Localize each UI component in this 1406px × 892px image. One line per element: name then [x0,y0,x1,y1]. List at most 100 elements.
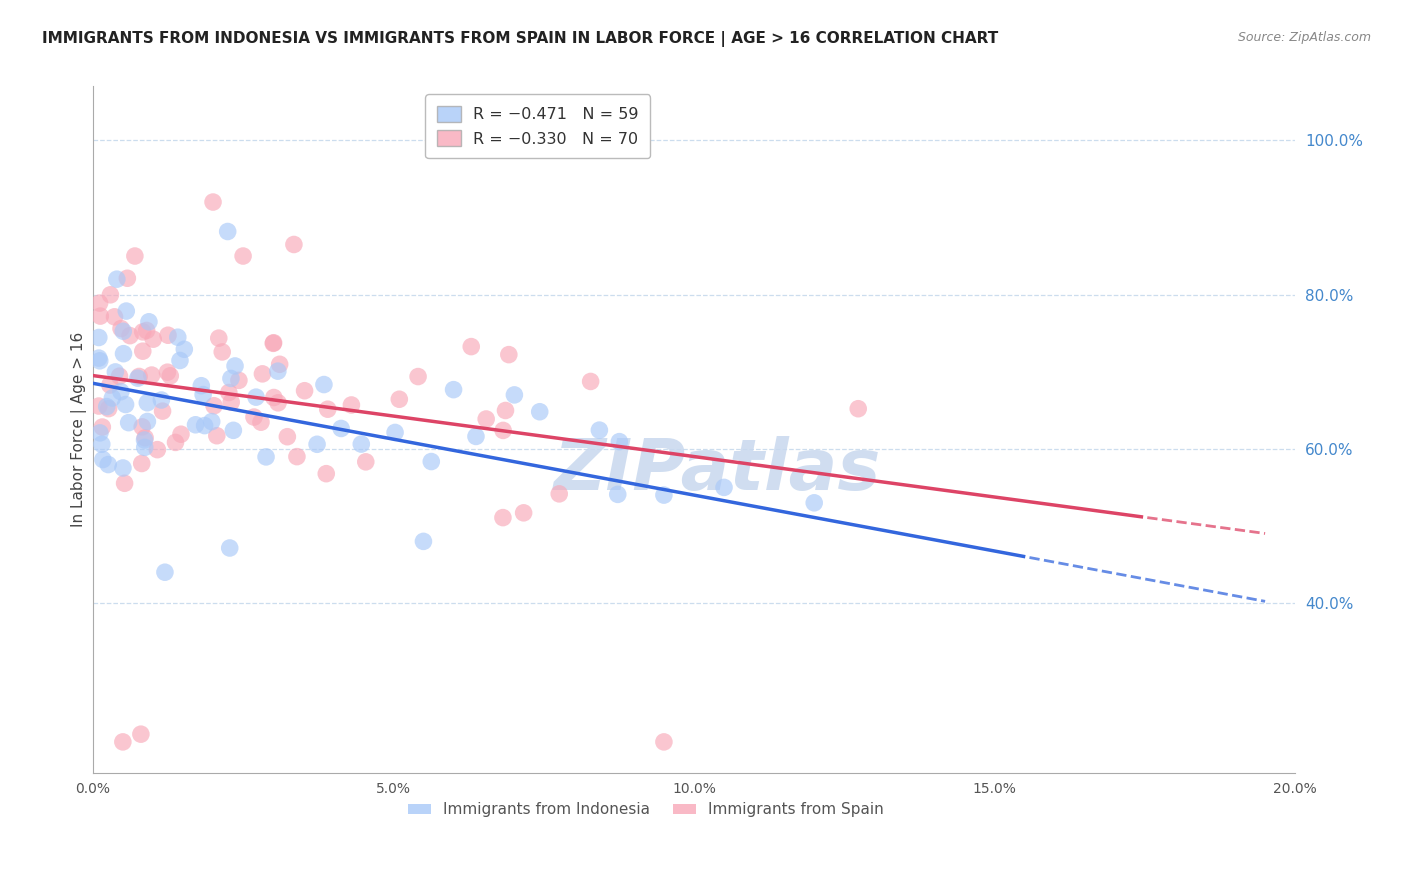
Point [548,487,571,501]
Point [803,496,825,510]
Point [219,395,242,409]
Point [146,442,169,457]
Point [217,225,239,239]
Point [460,340,482,354]
Point [152,404,174,418]
Point [232,249,254,263]
Point [222,423,245,437]
Point [87,330,110,344]
Point [330,421,353,435]
Point [142,332,165,346]
Point [606,487,628,501]
Point [512,506,534,520]
Point [100,287,122,301]
Point [104,365,127,379]
Point [118,328,141,343]
Point [136,414,159,428]
Point [312,377,335,392]
Point [103,310,125,324]
Point [127,371,149,385]
Point [134,441,156,455]
Point [262,336,284,351]
Point [166,330,188,344]
Point [202,195,225,210]
Text: Source: ZipAtlas.com: Source: ZipAtlas.com [1237,31,1371,45]
Point [713,480,735,494]
Point [316,402,339,417]
Point [384,425,406,440]
Point [529,405,551,419]
Point [254,450,277,464]
Point [228,373,250,387]
Point [98,378,121,392]
Point [609,434,631,449]
Point [91,420,114,434]
Point [115,304,138,318]
Point [170,427,193,442]
Point [89,309,111,323]
Point [652,488,675,502]
Point [406,369,429,384]
Point [141,368,163,382]
Point [136,396,159,410]
Point [208,331,231,345]
Point [89,425,111,440]
Point [169,353,191,368]
Point [89,296,111,310]
Point [350,437,373,451]
Point [111,735,134,749]
Point [184,417,207,432]
Point [89,354,111,368]
Point [354,455,377,469]
Point [492,510,515,524]
Point [124,249,146,263]
Point [503,388,526,402]
Point [245,390,267,404]
Point [475,412,498,426]
Point [108,369,131,384]
Point [131,420,153,434]
Point [219,371,242,385]
Point [218,385,240,400]
Point [269,357,291,371]
Point [150,392,173,407]
Point [165,435,187,450]
Point [87,399,110,413]
Point [252,367,274,381]
Point [412,534,434,549]
Point [218,541,240,555]
Point [263,391,285,405]
Point [205,428,228,442]
Point [112,347,135,361]
Point [294,384,316,398]
Point [112,324,135,338]
Point [307,437,329,451]
Point [97,401,120,416]
Point [118,416,141,430]
Point [315,467,337,481]
Point [202,399,225,413]
Point [588,423,610,437]
Point [96,400,118,414]
Point [190,378,212,392]
Point [97,458,120,472]
Point [492,424,515,438]
Point [285,450,308,464]
Point [652,735,675,749]
Point [138,315,160,329]
Point [132,325,155,339]
Point [465,429,488,443]
Point [114,398,136,412]
Point [201,415,224,429]
Point [132,344,155,359]
Point [91,452,114,467]
Point [243,410,266,425]
Point [191,387,214,401]
Point [340,398,363,412]
Text: IMMIGRANTS FROM INDONESIA VS IMMIGRANTS FROM SPAIN IN LABOR FORCE | AGE > 16 COR: IMMIGRANTS FROM INDONESIA VS IMMIGRANTS … [42,31,998,47]
Point [134,433,156,447]
Y-axis label: In Labor Force | Age > 16: In Labor Force | Age > 16 [72,332,87,527]
Point [267,364,290,378]
Point [173,343,195,357]
Point [498,348,520,362]
